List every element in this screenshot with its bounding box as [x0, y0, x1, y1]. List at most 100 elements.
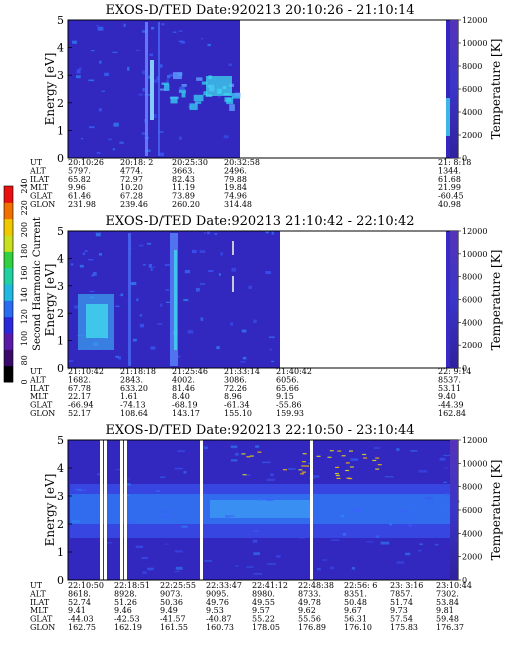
heatmap-cell — [248, 285, 252, 290]
table-cell: 143.17 — [172, 409, 200, 418]
colorbar-tick-label: 12000 — [462, 227, 487, 236]
colorbar-tick-label: 6000 — [462, 296, 482, 305]
heatmap-cell — [340, 514, 345, 518]
colorbar-tick-label: 0 — [462, 154, 467, 163]
y-tick-label: 1 — [57, 335, 64, 348]
table-row-label: GLON — [30, 200, 55, 209]
heatmap-cell — [335, 466, 340, 468]
heatmap-cell — [169, 73, 175, 77]
heatmap-cell — [267, 563, 276, 565]
heatmap-cell — [249, 455, 254, 457]
heatmap-cell — [246, 474, 251, 477]
table-row-label: ILAT — [30, 598, 50, 607]
heatmap-cell — [157, 323, 163, 325]
heatmap-cell — [174, 250, 177, 350]
heatmap-cell — [104, 440, 107, 580]
heatmap-cell — [349, 466, 354, 468]
heatmap-cell — [348, 450, 353, 452]
side-colorbar-swatch — [4, 218, 13, 236]
table-cell: 4002. — [172, 375, 195, 384]
table-row-label: ILAT — [30, 175, 50, 184]
table-cell: 9.15 — [276, 392, 294, 401]
table-cell: 61.68 — [438, 175, 461, 184]
heatmap-cell — [307, 462, 312, 465]
table-cell: 22:10:50 — [68, 581, 104, 590]
table-cell: 155.10 — [224, 409, 252, 418]
heatmap-cell — [150, 268, 153, 271]
heatmap-cell — [77, 488, 82, 491]
heatmap-cell — [115, 355, 119, 358]
heatmap-cell — [196, 77, 203, 81]
heatmap-cell — [167, 75, 171, 79]
y-tick-label: 4 — [57, 42, 64, 55]
heatmap-cell — [141, 556, 148, 559]
heatmap-cell — [380, 541, 390, 545]
heatmap-cell — [246, 566, 254, 568]
table-cell: 56.31 — [344, 615, 367, 624]
y-axis-label: Energy [eV] — [43, 264, 57, 337]
heatmap-cell — [322, 559, 327, 561]
heatmap-cell — [335, 474, 340, 477]
heatmap-cell — [200, 38, 204, 40]
heatmap-cell — [91, 274, 94, 277]
heatmap-cell — [178, 40, 184, 43]
heatmap-cell — [96, 25, 99, 27]
side-colorbar: 0 80 100 120 140 160 180 200 220 240 Second Harmo… — [3, 178, 43, 385]
orbit-table: UT 20:10:26 20:18: 2 20:25:30 20:32:58 21: 8:… — [29, 158, 471, 209]
table-cell: 52.17 — [68, 409, 91, 418]
heatmap-cell — [201, 81, 208, 85]
heatmap-cell — [177, 355, 181, 358]
table-cell: 67.28 — [120, 192, 143, 201]
table-cell: 9.40 — [438, 392, 456, 401]
heatmap-cell — [228, 63, 233, 67]
heatmap-cell — [159, 152, 165, 157]
y-axis-label: Energy [eV] — [43, 53, 57, 126]
heatmap-cell — [191, 249, 197, 254]
heatmap-cell — [270, 473, 274, 477]
table-cell: 8.96 — [224, 392, 242, 401]
table-cell: 176.37 — [436, 623, 464, 632]
colorbar-tick-label: 10000 — [462, 250, 487, 259]
heatmap-cell — [138, 93, 144, 96]
panel-2: EXOS-D/TED Date:920213 21:10:42 - 22:10:… — [29, 214, 503, 418]
heatmap-cell — [177, 450, 185, 453]
heatmap-cell — [230, 322, 234, 326]
side-colorbar-tick-label: 180 — [20, 244, 29, 259]
side-colorbar-swatch — [4, 186, 13, 203]
heatmap-cell — [142, 264, 146, 266]
heatmap-cell — [82, 252, 86, 256]
table-cell: 79.88 — [224, 175, 247, 184]
y-tick-label: 3 — [57, 490, 64, 503]
heatmap-cell — [104, 72, 109, 76]
heatmap-cell — [410, 450, 418, 452]
y-tick-label: 0 — [57, 574, 64, 587]
heatmap-cell — [175, 566, 183, 570]
heatmap-cell — [240, 360, 246, 363]
y-axis-label: Energy [eV] — [43, 474, 57, 547]
heatmap-cell — [226, 97, 234, 105]
heatmap-cell — [97, 473, 102, 476]
heatmap-cell — [142, 571, 147, 574]
side-colorbar-tick-label: 120 — [20, 309, 29, 324]
heatmap-cell — [341, 455, 346, 457]
colorbar-ticks: 0 2000 4000 6000 8000 10000 12000 — [458, 227, 487, 373]
side-colorbar-swatch — [4, 251, 13, 269]
heatmap-cell — [115, 469, 121, 471]
heatmap-cell — [183, 471, 187, 474]
heatmap-cell — [257, 451, 262, 453]
table-cell: -61.34 — [224, 401, 250, 410]
heatmap-cell — [287, 468, 296, 470]
table-cell: 1682. — [68, 375, 91, 384]
table-row-label: MLT — [30, 392, 49, 401]
heatmap-cell — [74, 305, 79, 309]
heatmap-cell — [331, 539, 340, 542]
heatmap-cell — [302, 453, 307, 455]
heatmap-cell — [252, 539, 258, 543]
table-cell: 40.98 — [438, 200, 461, 209]
heatmap-cell — [346, 477, 351, 479]
heatmap-cell — [124, 440, 127, 580]
y-tick-label: 3 — [57, 69, 64, 82]
table-cell: -41.57 — [160, 615, 186, 624]
heatmap-cell — [253, 319, 257, 323]
heatmap-cell — [148, 75, 151, 79]
